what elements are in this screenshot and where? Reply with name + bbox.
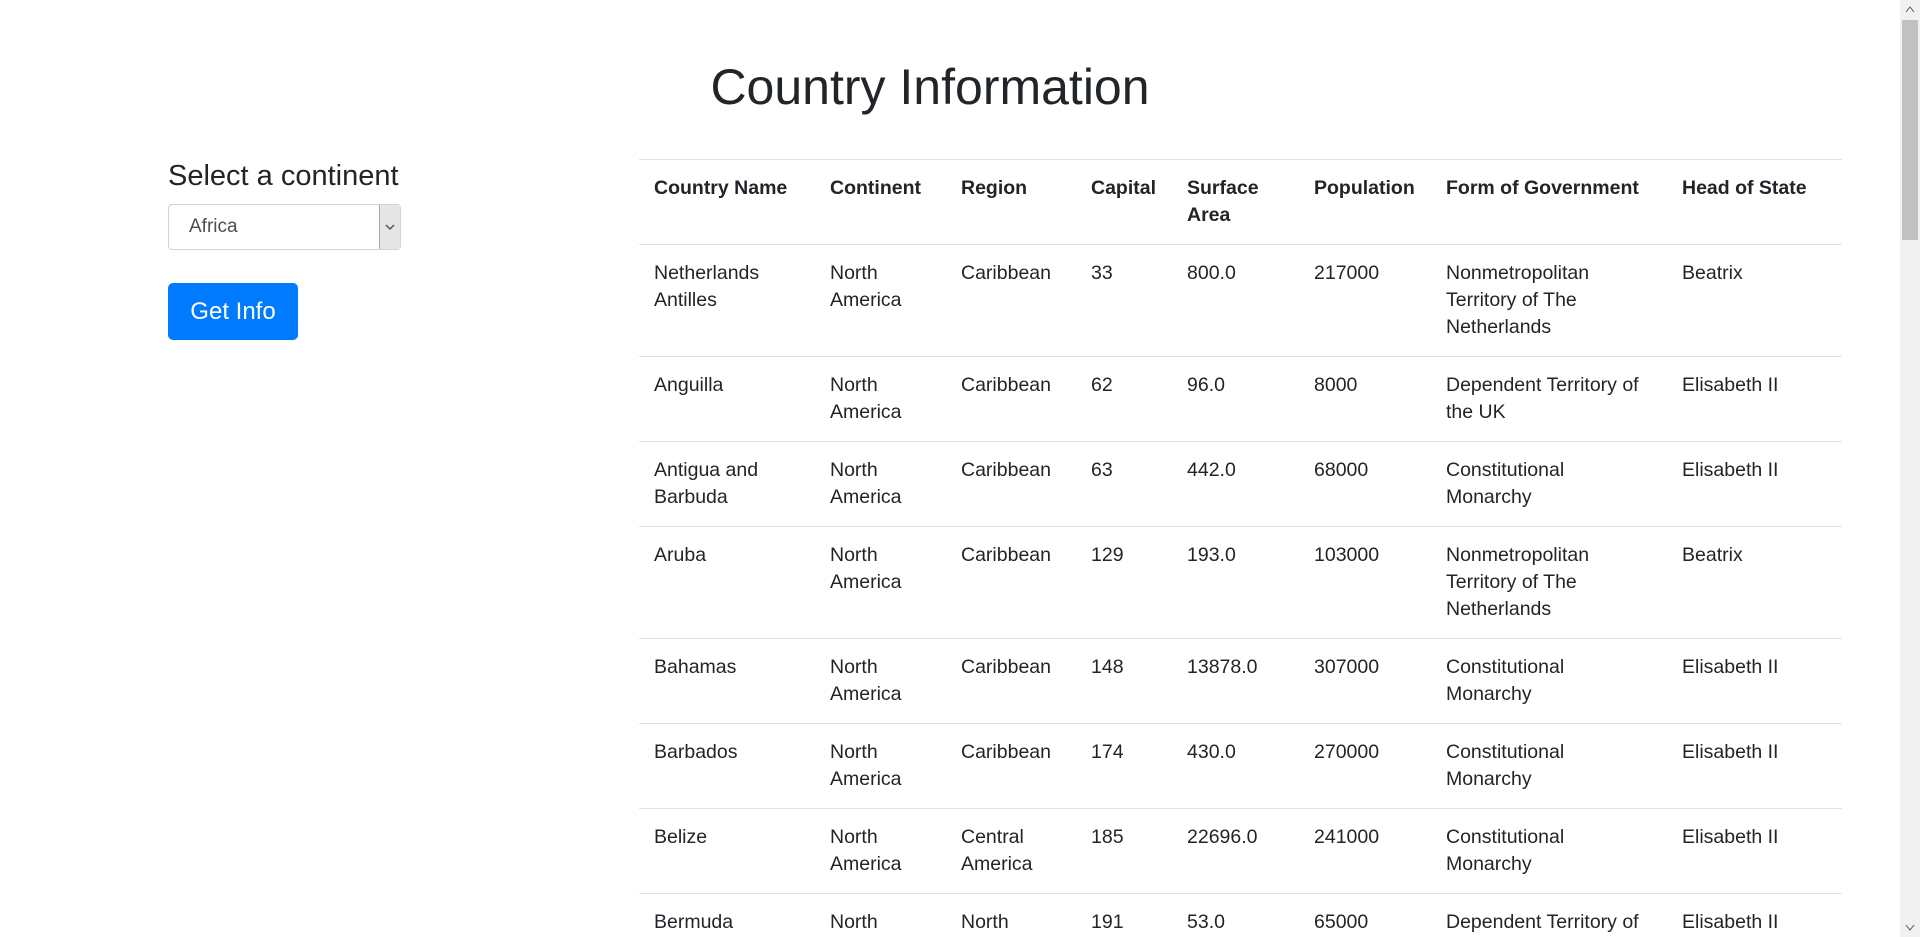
column-header: Country Name <box>639 159 815 245</box>
country-table: Country Name Continent Region Capital Surfac… <box>639 159 1842 937</box>
table-row: Antigua and Barbuda North America Caribbea… <box>639 441 1842 527</box>
column-header: Capital <box>1076 159 1172 245</box>
page-title: Country Information <box>710 59 1150 115</box>
table-cell: Barbados <box>639 723 815 809</box>
table-cell: North America <box>815 723 946 809</box>
table-cell: 65000 <box>1299 893 1431 937</box>
table-cell: 148 <box>1076 638 1172 724</box>
column-header: Surface Area <box>1172 159 1299 245</box>
table-cell: 442.0 <box>1172 441 1299 527</box>
table-container: Country Name Continent Region Capital Surfac… <box>639 159 1842 937</box>
table-cell: Caribbean <box>946 723 1076 809</box>
table-cell: Caribbean <box>946 356 1076 442</box>
table-cell: 63 <box>1076 441 1172 527</box>
table-cell: Elisabeth II <box>1667 808 1842 894</box>
get-info-button[interactable]: Get Info <box>168 283 298 340</box>
table-cell: Caribbean <box>946 244 1076 357</box>
table-cell: Elisabeth II <box>1667 723 1842 809</box>
table-row: Bahamas North America Caribbean 148 13878.0 3… <box>639 638 1842 724</box>
column-header: Head of State <box>1667 159 1842 245</box>
column-header: Region <box>946 159 1076 245</box>
table-cell: Beatrix <box>1667 526 1842 639</box>
scrollbar[interactable] <box>1900 0 1920 937</box>
table-cell: 103000 <box>1299 526 1431 639</box>
table-cell: Central America <box>946 808 1076 894</box>
table-cell: 174 <box>1076 723 1172 809</box>
table-cell: Aruba <box>639 526 815 639</box>
table-cell: 241000 <box>1299 808 1431 894</box>
table-cell: Caribbean <box>946 526 1076 639</box>
table-cell: North America <box>815 808 946 894</box>
table-cell: Caribbean <box>946 441 1076 527</box>
table-cell: 13878.0 <box>1172 638 1299 724</box>
table-cell: 129 <box>1076 526 1172 639</box>
table-cell: Elisabeth II <box>1667 893 1842 937</box>
column-header: Population <box>1299 159 1431 245</box>
table-cell: 270000 <box>1299 723 1431 809</box>
table-cell: Constitutional Monarchy <box>1431 723 1667 809</box>
table-cell: 185 <box>1076 808 1172 894</box>
select-label: Select a continent <box>168 160 399 192</box>
table-cell: 62 <box>1076 356 1172 442</box>
table-row: Barbados North America Caribbean 174 430.0 27… <box>639 723 1842 809</box>
table-cell: 191 <box>1076 893 1172 937</box>
table-cell: 307000 <box>1299 638 1431 724</box>
table-cell: 68000 <box>1299 441 1431 527</box>
column-header: Form of Government <box>1431 159 1667 245</box>
table-cell: Nonmetropolitan Territory of The Netherl… <box>1431 244 1667 357</box>
table-cell: Constitutional Monarchy <box>1431 638 1667 724</box>
table-cell: Dependent Territory of the UK <box>1431 356 1667 442</box>
table-cell: 53.0 <box>1172 893 1299 937</box>
table-cell: Nonmetropolitan Territory of The Netherl… <box>1431 526 1667 639</box>
header-row: Country Name Continent Region Capital Surfac… <box>639 159 1842 245</box>
table-cell: 22696.0 <box>1172 808 1299 894</box>
table-cell: Elisabeth II <box>1667 638 1842 724</box>
table-cell: Elisabeth II <box>1667 441 1842 527</box>
table-cell: Belize <box>639 808 815 894</box>
table-cell: Bermuda <box>639 893 815 937</box>
table-cell: Bahamas <box>639 638 815 724</box>
table-cell: Caribbean <box>946 638 1076 724</box>
scroll-thumb[interactable] <box>1902 20 1918 240</box>
table-row: Aruba North America Caribbean 129 193.0 10300… <box>639 526 1842 639</box>
selected-option: Africa <box>189 216 238 237</box>
table-cell: Beatrix <box>1667 244 1842 357</box>
table-cell: 430.0 <box>1172 723 1299 809</box>
table-cell: Constitutional Monarchy <box>1431 808 1667 894</box>
table-cell: Constitutional Monarchy <box>1431 441 1667 527</box>
table-row: Netherlands Antilles North America Caribbe… <box>639 244 1842 357</box>
table-cell: Netherlands Antilles <box>639 244 815 357</box>
table-cell: North America <box>815 893 946 937</box>
table-cell: Dependent Territory of the UK <box>1431 893 1667 937</box>
table-cell: 8000 <box>1299 356 1431 442</box>
table-cell: 193.0 <box>1172 526 1299 639</box>
table-cell: North America <box>946 893 1076 937</box>
table-cell: Elisabeth II <box>1667 356 1842 442</box>
column-header: Continent <box>815 159 946 245</box>
table-cell: North America <box>815 244 946 357</box>
table-cell: North America <box>815 356 946 442</box>
continent-select[interactable]: Africa <box>168 204 401 250</box>
table-cell: 217000 <box>1299 244 1431 357</box>
table-cell: North America <box>815 638 946 724</box>
table-cell: 96.0 <box>1172 356 1299 442</box>
table-row: Anguilla North America Caribbean 62 96.0 8000… <box>639 356 1842 442</box>
table-cell: North America <box>815 441 946 527</box>
table-cell: North America <box>815 526 946 639</box>
table-cell: 33 <box>1076 244 1172 357</box>
table-cell: 800.0 <box>1172 244 1299 357</box>
select-arrow <box>379 205 400 249</box>
table-cell: Anguilla <box>639 356 815 442</box>
table-cell: Antigua and Barbuda <box>639 441 815 527</box>
table-row: Belize North America Central America 185 226… <box>639 808 1842 894</box>
